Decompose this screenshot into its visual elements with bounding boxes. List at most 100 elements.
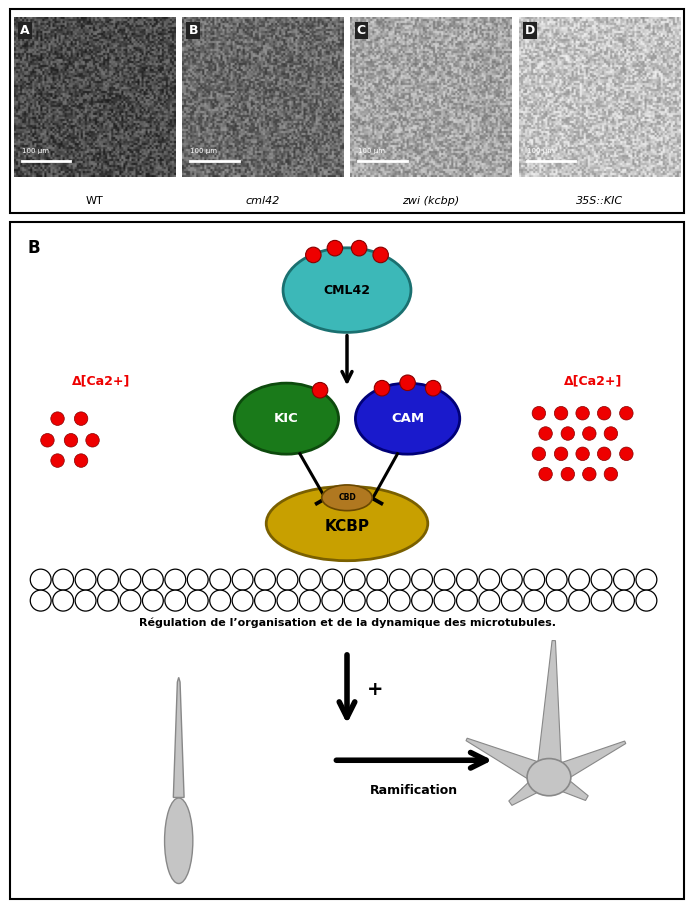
Circle shape [434, 569, 455, 590]
Circle shape [300, 590, 321, 611]
Circle shape [412, 590, 432, 611]
Circle shape [457, 590, 477, 611]
Text: B: B [27, 240, 40, 257]
Circle shape [312, 382, 328, 398]
Text: Régulation de l’organisation et de la dynamique des microtubules.: Régulation de l’organisation et de la dy… [139, 617, 555, 628]
Text: KCBP: KCBP [325, 519, 369, 535]
Circle shape [65, 433, 78, 447]
Circle shape [210, 569, 230, 590]
Circle shape [613, 569, 634, 590]
Circle shape [98, 569, 119, 590]
Circle shape [457, 569, 477, 590]
Ellipse shape [266, 487, 428, 561]
Text: B: B [189, 24, 198, 36]
Circle shape [546, 590, 567, 611]
Circle shape [568, 569, 589, 590]
Circle shape [98, 590, 119, 611]
Circle shape [555, 447, 568, 460]
Circle shape [75, 569, 96, 590]
Polygon shape [554, 741, 626, 783]
Circle shape [555, 407, 568, 420]
Circle shape [232, 590, 253, 611]
Circle shape [53, 590, 74, 611]
Circle shape [327, 241, 343, 256]
Circle shape [598, 447, 611, 460]
Text: CAM: CAM [391, 412, 424, 425]
Ellipse shape [283, 248, 411, 332]
Circle shape [232, 569, 253, 590]
Circle shape [561, 427, 575, 440]
Circle shape [583, 468, 596, 481]
Circle shape [165, 590, 186, 611]
Circle shape [389, 569, 410, 590]
Circle shape [412, 569, 432, 590]
Circle shape [210, 590, 230, 611]
Circle shape [576, 407, 589, 420]
Circle shape [524, 569, 545, 590]
Text: 100 μm: 100 μm [358, 148, 385, 154]
Circle shape [591, 569, 612, 590]
Polygon shape [509, 775, 545, 805]
Circle shape [591, 590, 612, 611]
Circle shape [305, 247, 321, 262]
Text: 100 μm: 100 μm [190, 148, 217, 154]
Text: cml42: cml42 [246, 196, 280, 206]
Circle shape [636, 590, 657, 611]
Circle shape [142, 590, 163, 611]
Ellipse shape [164, 798, 193, 883]
Text: 100 μm: 100 μm [22, 148, 49, 154]
Circle shape [165, 569, 186, 590]
Circle shape [31, 590, 51, 611]
Circle shape [322, 569, 343, 590]
Circle shape [31, 569, 51, 590]
Circle shape [598, 407, 611, 420]
Ellipse shape [355, 383, 459, 454]
Circle shape [546, 569, 567, 590]
Text: CBD: CBD [338, 493, 356, 502]
Circle shape [561, 468, 575, 481]
Circle shape [373, 247, 389, 262]
Circle shape [524, 590, 545, 611]
Text: 35S::KIC: 35S::KIC [576, 196, 623, 206]
Circle shape [479, 569, 500, 590]
Circle shape [255, 590, 276, 611]
Circle shape [532, 447, 545, 460]
Circle shape [389, 590, 410, 611]
Circle shape [539, 468, 552, 481]
Circle shape [400, 375, 415, 390]
Circle shape [255, 569, 276, 590]
Ellipse shape [235, 383, 339, 454]
Text: CML42: CML42 [323, 283, 371, 297]
Circle shape [120, 590, 141, 611]
Text: KIC: KIC [274, 412, 299, 425]
Circle shape [187, 590, 208, 611]
Text: zwi (kcbp): zwi (kcbp) [403, 196, 459, 206]
Text: 100 μm: 100 μm [527, 148, 554, 154]
Circle shape [277, 590, 298, 611]
Circle shape [277, 569, 298, 590]
Circle shape [120, 569, 141, 590]
Circle shape [41, 433, 54, 447]
Text: Ramification: Ramification [371, 785, 458, 797]
Polygon shape [174, 677, 184, 797]
Circle shape [613, 590, 634, 611]
Circle shape [583, 427, 596, 440]
Circle shape [501, 569, 523, 590]
Circle shape [300, 569, 321, 590]
Circle shape [53, 569, 74, 590]
Circle shape [187, 569, 208, 590]
Text: Δ[Ca2+]: Δ[Ca2+] [72, 375, 130, 388]
Circle shape [322, 590, 343, 611]
Circle shape [344, 590, 365, 611]
Circle shape [434, 590, 455, 611]
Polygon shape [466, 738, 544, 784]
Circle shape [576, 447, 589, 460]
Circle shape [74, 412, 88, 425]
Circle shape [86, 433, 99, 447]
Text: WT: WT [85, 196, 103, 206]
Circle shape [366, 590, 388, 611]
Circle shape [51, 412, 65, 425]
Circle shape [142, 569, 163, 590]
Circle shape [620, 447, 633, 460]
Circle shape [75, 590, 96, 611]
